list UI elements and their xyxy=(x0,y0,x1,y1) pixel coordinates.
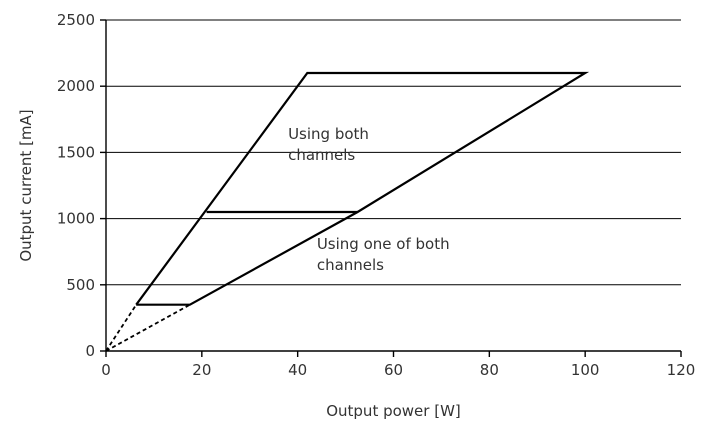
annotation-0-line-1: channels xyxy=(288,146,355,164)
annotation-0-line-0: Using both xyxy=(288,125,369,143)
dashed-line-2 xyxy=(105,304,137,352)
y-tick-label-0: 0 xyxy=(85,342,95,360)
x-tick-label-1: 20 xyxy=(192,361,211,379)
x-tick-label-4: 80 xyxy=(480,361,499,379)
x-axis-ticks: 0 20 40 60 80 100 120 xyxy=(101,351,695,379)
annotation-1: Using one of both channels xyxy=(317,235,450,274)
annotation-1-line-0: Using one of both xyxy=(317,235,450,253)
y-axis-ticks: 0 500 1000 1500 2000 2500 xyxy=(57,11,106,360)
y-tick-label-4: 2000 xyxy=(57,77,95,95)
grid-lines xyxy=(106,19,681,286)
dashed-line-3 xyxy=(105,303,191,352)
y-axis-title: Output current [mA] xyxy=(17,109,35,261)
x-axis-title: Output power [W] xyxy=(326,402,461,420)
annotations: Using both channels Using one of both chann… xyxy=(288,125,450,274)
y-tick-label-1: 500 xyxy=(66,276,95,294)
series-lines xyxy=(105,71,590,352)
y-tick-label-2: 1000 xyxy=(57,210,95,228)
x-tick-label-0: 0 xyxy=(101,361,111,379)
y-tick-label-5: 2500 xyxy=(57,11,95,29)
solid-line-0 xyxy=(135,71,590,306)
x-tick-label-2: 40 xyxy=(288,361,307,379)
x-tick-label-6: 120 xyxy=(667,361,696,379)
axes xyxy=(105,20,681,352)
x-tick-label-3: 60 xyxy=(384,361,403,379)
annotation-1-line-1: channels xyxy=(317,256,384,274)
x-tick-label-5: 100 xyxy=(571,361,600,379)
y-tick-label-3: 1500 xyxy=(57,143,95,161)
annotation-0: Using both channels xyxy=(288,125,369,164)
